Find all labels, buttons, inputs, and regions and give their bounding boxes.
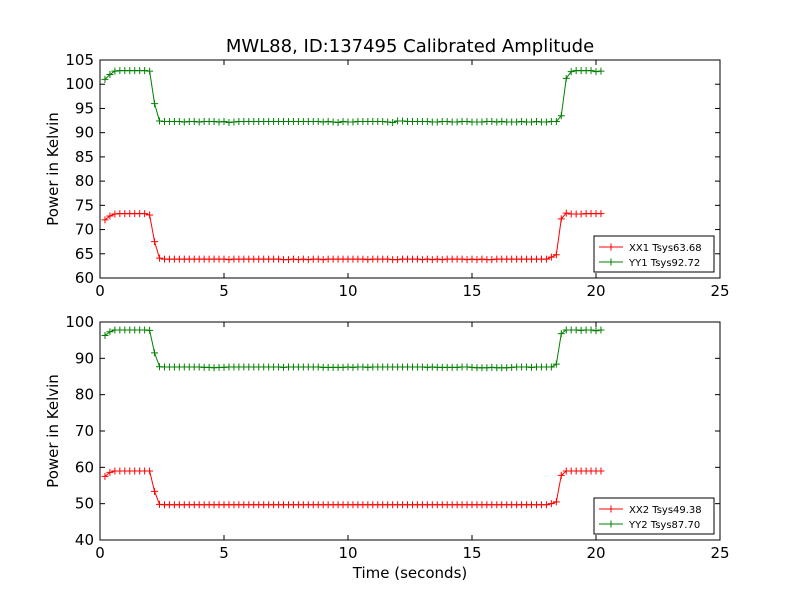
data-point [547, 500, 555, 508]
data-point [597, 210, 605, 218]
legend: XX2 Tsys49.38 YY2 Tsys87.70 [593, 497, 715, 535]
legend-swatch-marker [607, 243, 615, 251]
legend-swatch-marker [607, 505, 615, 513]
data-point [101, 216, 109, 224]
data-point [146, 211, 154, 219]
data-point [587, 67, 595, 75]
legend: XX1 Tsys63.68 YY1 Tsys92.72 [593, 235, 715, 273]
y-tick-label: 105 [65, 51, 94, 69]
legend-box [593, 235, 715, 273]
series-1 [101, 467, 605, 509]
y-tick-label: 40 [75, 531, 94, 549]
data-point [151, 238, 159, 246]
y-axis-label: Power in Kelvin [44, 374, 62, 488]
y-tick-label: 60 [75, 269, 94, 287]
x-tick-label: 0 [95, 282, 105, 300]
legend-label: YY2 Tsys87.70 [628, 520, 700, 531]
data-point [587, 326, 595, 334]
y-axis-label: Power in Kelvin [44, 112, 62, 226]
data-point [146, 326, 154, 334]
data-point [552, 498, 560, 506]
series-2 [101, 67, 605, 126]
legend-swatch-marker [607, 258, 615, 266]
data-point [220, 118, 228, 126]
data-point [562, 209, 570, 217]
y-tick-label: 85 [75, 148, 94, 166]
data-point [101, 75, 109, 83]
data-point [106, 71, 114, 79]
data-point [334, 118, 342, 126]
data-point [151, 100, 159, 108]
x-tick-label: 5 [219, 544, 229, 562]
y-tick-label: 100 [65, 313, 94, 331]
series-1 [101, 209, 605, 264]
data-point [597, 467, 605, 475]
data-point [151, 487, 159, 495]
y-tick-label: 80 [75, 172, 94, 190]
x-tick-label: 15 [462, 282, 481, 300]
subplot-2: 0 5 10 15 20 25 40 50 60 70 80 90 100 Power in Kelvin… [44, 313, 730, 582]
data-point [106, 212, 114, 220]
data-point [106, 468, 114, 476]
data-point [567, 68, 575, 76]
x-tick-label: 10 [338, 544, 357, 562]
data-point [597, 326, 605, 334]
x-tick-label: 25 [710, 282, 729, 300]
data-point [557, 330, 565, 338]
series-2 [101, 326, 605, 372]
data-point [557, 215, 565, 223]
data-point [146, 67, 154, 75]
x-tick-label: 20 [586, 282, 605, 300]
data-point [557, 112, 565, 120]
x-tick-label: 0 [95, 544, 105, 562]
y-tick-label: 65 [75, 245, 94, 263]
legend-label: YY1 Tsys92.72 [628, 258, 700, 269]
data-point [552, 118, 560, 126]
y-tick-label: 80 [75, 386, 94, 404]
y-tick-label: 70 [75, 422, 94, 440]
legend-swatch-marker [607, 520, 615, 528]
data-point [106, 328, 114, 336]
x-tick-label: 5 [219, 282, 229, 300]
data-point [557, 471, 565, 479]
y-tick-label: 90 [75, 349, 94, 367]
y-tick-label: 90 [75, 124, 94, 142]
y-tick-label: 50 [75, 495, 94, 513]
x-tick-label: 20 [586, 544, 605, 562]
data-point [562, 74, 570, 82]
data-point [542, 501, 550, 509]
data-point [156, 254, 164, 262]
data-point [547, 363, 555, 371]
y-tick-label: 95 [75, 99, 94, 117]
figure-title: MWL88, ID:137495 Calibrated Amplitude [226, 36, 594, 57]
y-tick-label: 75 [75, 196, 94, 214]
legend-label: XX2 Tsys49.38 [629, 505, 702, 516]
y-tick-label: 70 [75, 221, 94, 239]
data-point [552, 360, 560, 368]
data-point [146, 467, 154, 475]
data-point [389, 118, 397, 126]
data-point [547, 253, 555, 261]
data-point [592, 327, 600, 335]
data-point [552, 251, 560, 259]
data-point [597, 67, 605, 75]
data-point [151, 349, 159, 357]
x-tick-label: 10 [338, 282, 357, 300]
x-tick-label: 25 [710, 544, 729, 562]
data-point [141, 210, 149, 218]
x-axis-label: Time (seconds) [352, 564, 468, 582]
data-point [542, 255, 550, 263]
legend-label: XX1 Tsys63.68 [629, 243, 702, 254]
y-tick-label: 60 [75, 458, 94, 476]
data-point [101, 472, 109, 480]
data-point [101, 331, 109, 339]
subplot-1: 0 5 10 15 20 25 60 65 70 75 80 85 90 95 100 105 Power in… [44, 51, 730, 300]
axes-frame [99, 59, 721, 279]
y-tick-label: 100 [65, 75, 94, 93]
legend-box [593, 497, 715, 535]
x-tick-label: 15 [462, 544, 481, 562]
